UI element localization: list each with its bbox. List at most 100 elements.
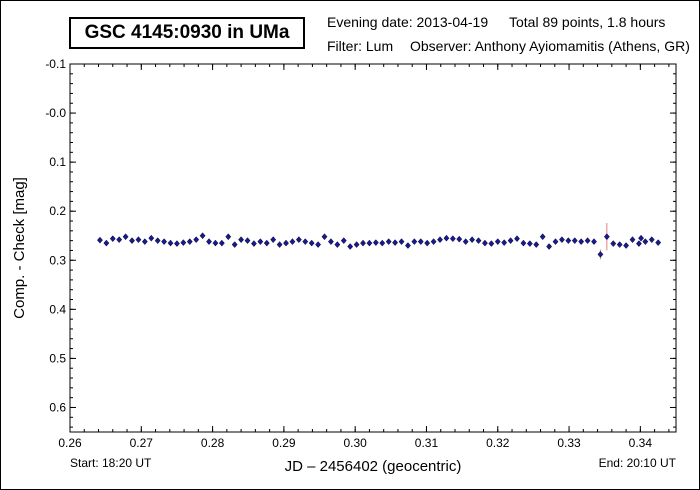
data-point — [334, 241, 341, 248]
data-point — [366, 239, 373, 247]
data-point — [161, 238, 168, 246]
data-point — [603, 233, 610, 241]
data-point — [501, 239, 508, 246]
data-point — [315, 241, 322, 248]
data-point — [469, 236, 476, 244]
data-point — [308, 239, 315, 247]
data-point — [231, 241, 238, 248]
data-point — [591, 238, 597, 246]
data-point — [263, 239, 270, 247]
x-tick-label: 0.27 — [130, 436, 154, 450]
data-point — [372, 239, 379, 246]
data-point — [398, 238, 405, 246]
data-point — [462, 238, 469, 246]
data-point — [597, 250, 604, 258]
evening-date: Evening date: 2013-04-19 — [327, 14, 489, 30]
data-point — [193, 236, 200, 244]
data-points — [97, 222, 662, 260]
data-point — [141, 238, 148, 246]
x-tick-label: 0.26 — [58, 436, 82, 450]
data-point — [616, 241, 623, 248]
data-point — [565, 237, 572, 245]
data-point — [353, 241, 360, 248]
data-point — [340, 237, 347, 245]
x-tick-label: 0.33 — [557, 436, 581, 450]
data-point — [244, 237, 251, 245]
data-point — [276, 241, 283, 248]
x-tick-label: 0.30 — [343, 436, 367, 450]
data-point — [507, 237, 514, 245]
data-point — [321, 233, 328, 241]
data-point — [360, 239, 366, 247]
x-axis-label: JD – 2456402 (geocentric) — [285, 458, 462, 475]
start-time: Start: 18:20 UT — [70, 456, 152, 470]
y-tick-label: 0.3 — [49, 253, 66, 267]
data-point — [225, 233, 232, 241]
data-point — [456, 235, 463, 243]
data-point — [411, 238, 418, 246]
filter-label: Filter: Lum — [327, 38, 394, 54]
data-point — [385, 238, 392, 246]
data-point — [526, 240, 533, 247]
data-point — [475, 237, 482, 245]
data-point — [443, 234, 450, 242]
data-point — [494, 238, 501, 246]
observer-label: Observer: Anthony Ayiomamitis (Athens, G… — [410, 38, 690, 54]
data-point — [103, 239, 110, 247]
data-point — [437, 236, 443, 244]
data-point — [623, 242, 630, 249]
data-point — [539, 233, 546, 241]
data-point — [430, 238, 437, 246]
data-point — [584, 237, 591, 245]
tick-labels: 0.26 0.27 0.28 0.29 0.30 0.31 0.32 0.33 0.34 -0.1… — [45, 57, 652, 450]
data-point — [635, 240, 642, 247]
data-point — [97, 236, 103, 244]
y-tick-label: 0.1 — [49, 155, 66, 169]
data-point — [638, 234, 644, 242]
y-axis-label: Comp. - Check [mag] — [11, 177, 28, 319]
data-point — [289, 238, 296, 246]
data-point — [629, 236, 636, 244]
data-point — [546, 243, 553, 250]
data-point — [417, 238, 424, 246]
data-point — [295, 236, 302, 244]
data-point — [302, 238, 309, 246]
data-point — [238, 236, 245, 244]
data-point — [533, 241, 540, 248]
data-point — [610, 240, 617, 247]
y-tick-label: 0.2 — [49, 204, 66, 218]
data-point — [116, 236, 123, 244]
x-tick-label: 0.32 — [486, 436, 510, 450]
data-point — [328, 238, 334, 246]
data-point — [520, 239, 527, 247]
data-point — [552, 238, 559, 246]
y-tick-label: 0.5 — [49, 351, 66, 365]
y-tick-label: 0.4 — [49, 302, 66, 316]
data-point — [167, 239, 174, 247]
data-point — [251, 240, 257, 247]
plot-area — [69, 63, 677, 433]
data-point — [648, 236, 655, 244]
data-point — [174, 240, 180, 247]
chart-title: GSC 4145:0930 in UMa — [69, 17, 305, 49]
y-tick-label: 0.6 — [49, 400, 66, 414]
data-point — [514, 235, 520, 243]
data-point — [655, 239, 662, 246]
data-point — [206, 238, 212, 246]
y-tick-label: -0.1 — [45, 57, 66, 71]
data-point — [405, 242, 411, 249]
x-tick-label: 0.29 — [272, 436, 296, 450]
data-point — [482, 239, 488, 247]
data-point — [642, 238, 649, 246]
data-point — [218, 239, 225, 247]
data-point — [392, 239, 399, 246]
x-tick-label: 0.34 — [629, 436, 653, 450]
data-point — [379, 239, 386, 247]
data-point — [571, 237, 578, 245]
data-point — [154, 237, 161, 245]
data-point — [578, 238, 585, 246]
x-tick-label: 0.31 — [415, 436, 439, 450]
total-points: Total 89 points, 1.8 hours — [509, 14, 666, 30]
data-point — [109, 235, 116, 243]
